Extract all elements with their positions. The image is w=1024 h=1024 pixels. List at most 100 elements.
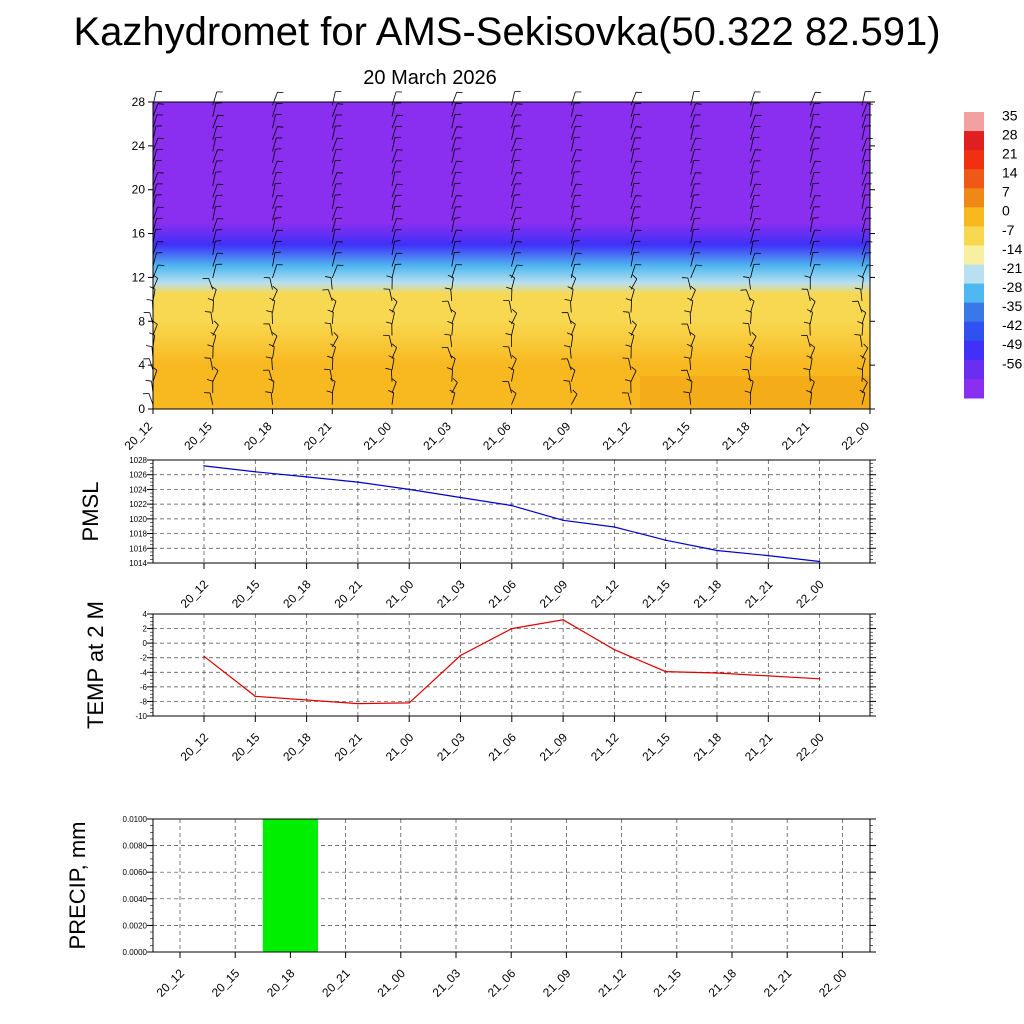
- wind-barb-flag: [325, 276, 332, 278]
- wind-barb-staff: [508, 300, 512, 313]
- wind-barb-flag: [860, 308, 866, 313]
- wind-barb-staff: [630, 324, 637, 336]
- temperature-field: [153, 102, 870, 409]
- wind-barb-staff: [391, 206, 396, 221]
- wind-barb-staff: [809, 218, 814, 233]
- wind-barb-staff: [391, 115, 398, 129]
- wind-barb-staff: [570, 91, 576, 106]
- wind-barb-staff: [569, 346, 572, 359]
- wind-barb-staff: [331, 300, 337, 313]
- wind-barb-staff: [451, 103, 457, 117]
- wind-barb-staff: [511, 207, 517, 221]
- x-tick-label: 21_06: [485, 730, 519, 764]
- wind-barb-flag: [508, 320, 515, 325]
- x-tick-label: 20_12: [154, 966, 188, 1000]
- wind-barb-staff: [511, 160, 515, 175]
- wind-barb-flag: [803, 368, 810, 371]
- wind-barb-staff: [809, 183, 814, 198]
- wind-barb-staff: [391, 218, 397, 233]
- wind-barb-staff: [861, 382, 868, 394]
- x-tick-label: 21_12: [588, 577, 622, 611]
- x-tick-label: 21_18: [691, 730, 725, 764]
- wind-barb-staff: [809, 358, 813, 371]
- y-tick-label: 1018: [129, 530, 147, 539]
- wind-barb-staff: [272, 137, 277, 152]
- x-tick-label: 21_12: [595, 966, 629, 1000]
- wind-barb-flag: [145, 345, 153, 348]
- wind-barb-staff: [511, 264, 518, 279]
- wind-barb-staff: [331, 381, 336, 394]
- wind-barb-staff: [511, 358, 517, 371]
- wind-barb-staff: [272, 126, 278, 140]
- wind-barb-staff: [451, 323, 454, 336]
- wind-barb-staff: [570, 160, 576, 175]
- wind-barb-staff: [451, 369, 453, 382]
- wind-barb-staff: [511, 183, 516, 198]
- wind-barb-staff: [806, 335, 811, 348]
- x-tick-label: 22_00: [793, 730, 827, 764]
- wind-barb-staff: [212, 253, 218, 267]
- wind-barb-staff: [570, 149, 577, 163]
- wind-barb-flag: [268, 343, 275, 348]
- wind-barb-flag: [854, 287, 861, 290]
- wind-barb-flag: [803, 321, 810, 324]
- wind-barb-staff: [391, 241, 395, 256]
- wind-barb-staff: [272, 149, 276, 163]
- wind-barb-staff: [630, 137, 636, 152]
- x-tick-label: 21_09: [537, 577, 571, 611]
- wind-barb-staff: [212, 324, 219, 336]
- wind-barb-staff: [152, 138, 159, 152]
- wind-barb-staff: [809, 381, 815, 394]
- precip-bar: [262, 819, 318, 952]
- x-tick-label: 20_18: [264, 966, 298, 1000]
- wind-barb-flag: [513, 228, 521, 231]
- wind-barb-staff: [570, 184, 577, 198]
- wind-barb-staff: [152, 149, 158, 163]
- x-tick-label: 21_00: [374, 966, 408, 1000]
- wind-barb-flag: [693, 228, 700, 231]
- wind-barb-staff: [750, 336, 757, 348]
- wind-barb-staff: [690, 241, 696, 256]
- wind-barb-staff: [272, 92, 278, 106]
- x-tick-label: 20_21: [301, 419, 335, 453]
- y-tick-label: 1026: [129, 471, 147, 480]
- colorbar-label: 35: [1002, 107, 1018, 123]
- wind-barb-flag: [511, 354, 517, 360]
- wind-barb-staff: [861, 264, 868, 279]
- y-tick-label: 0.0060: [123, 868, 148, 877]
- x-tick-label: 20_18: [280, 730, 314, 764]
- colorbar-label: -49: [1002, 336, 1022, 352]
- wind-barb-staff: [809, 369, 811, 382]
- wind-barb-staff: [331, 126, 336, 140]
- wind-barb-staff: [861, 172, 868, 187]
- data-point: [357, 702, 359, 705]
- wind-barb-staff: [451, 161, 457, 175]
- wind-barb-staff: [630, 300, 633, 313]
- wind-barb-staff: [331, 91, 336, 106]
- wind-barb-flag: [385, 367, 392, 370]
- x-tick-label: 21_09: [537, 730, 571, 764]
- data-point: [459, 496, 462, 499]
- wind-barb-staff: [212, 172, 216, 186]
- wind-barb-staff: [451, 114, 456, 129]
- wind-barb-staff: [861, 160, 866, 175]
- wind-barb-staff: [152, 172, 159, 187]
- wind-barb-staff: [630, 252, 634, 267]
- wind-barb-staff: [391, 381, 397, 394]
- wind-barb-flag: [573, 240, 580, 242]
- wind-barb-staff: [570, 264, 575, 279]
- cross-section-panel: 0 4 8 12 16 20 24 28 20_12 20_15 20_18 20_21 21_00 21…: [122, 90, 875, 453]
- wind-barb-staff: [270, 392, 273, 405]
- wind-barb-flag: [329, 378, 336, 382]
- wind-barb-flag: [155, 228, 162, 231]
- wind-barb-flag: [213, 320, 219, 326]
- x-tick-label: 21_03: [420, 419, 454, 453]
- wind-barb-staff: [630, 264, 636, 279]
- wind-barb-flag: [862, 378, 868, 383]
- wind-barb-staff: [451, 277, 454, 290]
- wind-barb-staff: [152, 218, 157, 233]
- data-point: [254, 695, 257, 698]
- wind-barb-staff: [268, 369, 273, 382]
- wind-barb-staff: [750, 126, 755, 140]
- wind-barb-flag: [625, 298, 632, 301]
